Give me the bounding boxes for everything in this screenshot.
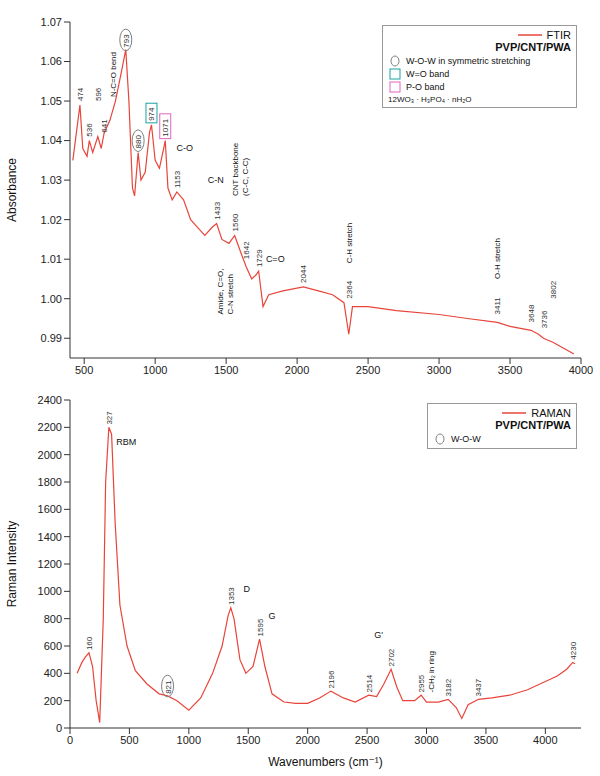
svg-text:2000: 2000 [38,449,62,461]
svg-text:500: 500 [120,734,138,746]
svg-text:0: 0 [56,722,62,734]
svg-text:1.06: 1.06 [41,55,62,67]
svg-text:1153: 1153 [173,170,182,188]
svg-text:1500: 1500 [236,734,260,746]
svg-text:1.07: 1.07 [41,16,62,28]
svg-text:500: 500 [75,364,93,376]
svg-text:3736: 3736 [540,310,549,328]
svg-text:1560: 1560 [231,213,240,231]
svg-text:2196: 2196 [327,670,336,688]
svg-text:Amide, C=O,: Amide, C=O, [216,269,225,315]
svg-text:1.05: 1.05 [41,95,62,107]
svg-text:0: 0 [67,734,73,746]
svg-text:4000: 4000 [533,734,557,746]
svg-text:821: 821 [164,680,173,694]
svg-text:2500: 2500 [356,364,380,376]
html-text:W=O band: W=O band [406,69,450,79]
svg-text:200: 200 [44,695,62,707]
svg-text:1000: 1000 [143,364,167,376]
html-text:12WO₃ · H₃PO₄ · nH₂O: 12WO₃ · H₃PO₄ · nH₂O [388,95,472,104]
svg-text:3000: 3000 [414,734,438,746]
svg-text:641: 641 [100,119,109,133]
svg-text:1.01: 1.01 [41,253,62,265]
svg-text:1642: 1642 [242,241,251,259]
svg-text:3802: 3802 [549,280,558,298]
svg-text:2000: 2000 [295,734,319,746]
html-text:P-O band: P-O band [406,82,445,92]
svg-text:Wavenumbers (cm⁻¹): Wavenumbers (cm⁻¹) [268,755,383,769]
svg-text:N-C=O bend: N-C=O bend [109,52,118,97]
svg-text:3648: 3648 [527,304,536,322]
svg-text:3411: 3411 [493,297,502,315]
svg-text:800: 800 [44,613,62,625]
svg-text:-CH₂ in ring: -CH₂ in ring [427,651,436,692]
svg-text:1.04: 1.04 [41,134,62,146]
svg-text:2514: 2514 [365,674,374,692]
svg-text:327: 327 [105,411,114,425]
svg-text:3000: 3000 [427,364,451,376]
svg-text:1433: 1433 [213,201,222,219]
svg-text:RBM: RBM [116,437,136,447]
svg-text:880: 880 [134,135,143,149]
svg-text:1353: 1353 [227,587,236,605]
svg-text:2955: 2955 [417,674,426,692]
svg-text:Raman Intensity: Raman Intensity [5,521,19,608]
svg-text:(C-C, C-C): (C-C, C-C) [241,157,250,196]
svg-text:793: 793 [122,34,131,48]
svg-text:G: G [268,611,275,621]
svg-text:400: 400 [44,667,62,679]
svg-text:160: 160 [85,636,94,650]
html-text:W-O-W in symmetric stretching: W-O-W in symmetric stretching [406,56,531,66]
svg-text:1000: 1000 [177,734,201,746]
svg-text:2200: 2200 [38,421,62,433]
svg-text:1500: 1500 [214,364,238,376]
svg-text:C-N: C-N [208,175,224,185]
svg-text:1800: 1800 [38,476,62,488]
svg-text:C-O: C-O [176,143,193,153]
svg-text:D: D [244,584,251,594]
svg-text:Absorbance: Absorbance [5,158,19,222]
svg-text:2000: 2000 [285,364,309,376]
svg-text:3500: 3500 [498,364,522,376]
svg-text:2702: 2702 [387,648,396,666]
html-text:PVP/CNT/PWA: PVP/CNT/PWA [495,41,571,53]
svg-text:1.02: 1.02 [41,214,62,226]
html-text:FTIR: FTIR [546,29,571,41]
svg-text:1.03: 1.03 [41,174,62,186]
svg-text:2400: 2400 [38,394,62,406]
svg-text:2364: 2364 [345,280,354,298]
svg-text:1600: 1600 [38,503,62,515]
svg-text:2044: 2044 [299,265,308,283]
svg-text:G': G' [374,630,383,640]
svg-text:474: 474 [77,87,86,101]
svg-text:C-N stretch: C-N stretch [226,274,235,314]
svg-text:0.99: 0.99 [41,332,62,344]
svg-text:1.00: 1.00 [41,293,62,305]
svg-text:596: 596 [94,87,103,101]
svg-text:3437: 3437 [474,678,483,696]
html-text:PVP/CNT/PWA: PVP/CNT/PWA [495,419,571,431]
svg-text:O-H stretch: O-H stretch [493,238,502,279]
svg-text:2500: 2500 [355,734,379,746]
svg-text:4230: 4230 [569,641,578,659]
svg-text:1071: 1071 [161,118,170,136]
html-text:W-O-W: W-O-W [451,434,481,444]
html-text:RAMAN: RAMAN [531,407,571,419]
svg-text:3500: 3500 [474,734,498,746]
svg-text:974: 974 [147,107,156,121]
svg-text:1200: 1200 [38,558,62,570]
svg-text:CNT backbone: CNT backbone [231,142,240,196]
svg-text:1729: 1729 [255,249,264,267]
svg-text:4000: 4000 [569,364,593,376]
svg-text:600: 600 [44,640,62,652]
svg-text:1000: 1000 [38,585,62,597]
svg-text:C-H stretch: C-H stretch [345,223,354,263]
svg-text:536: 536 [85,123,94,137]
svg-text:1595: 1595 [256,618,265,636]
svg-text:1400: 1400 [38,531,62,543]
svg-text:3182: 3182 [444,678,453,696]
svg-text:C=O: C=O [266,254,285,264]
